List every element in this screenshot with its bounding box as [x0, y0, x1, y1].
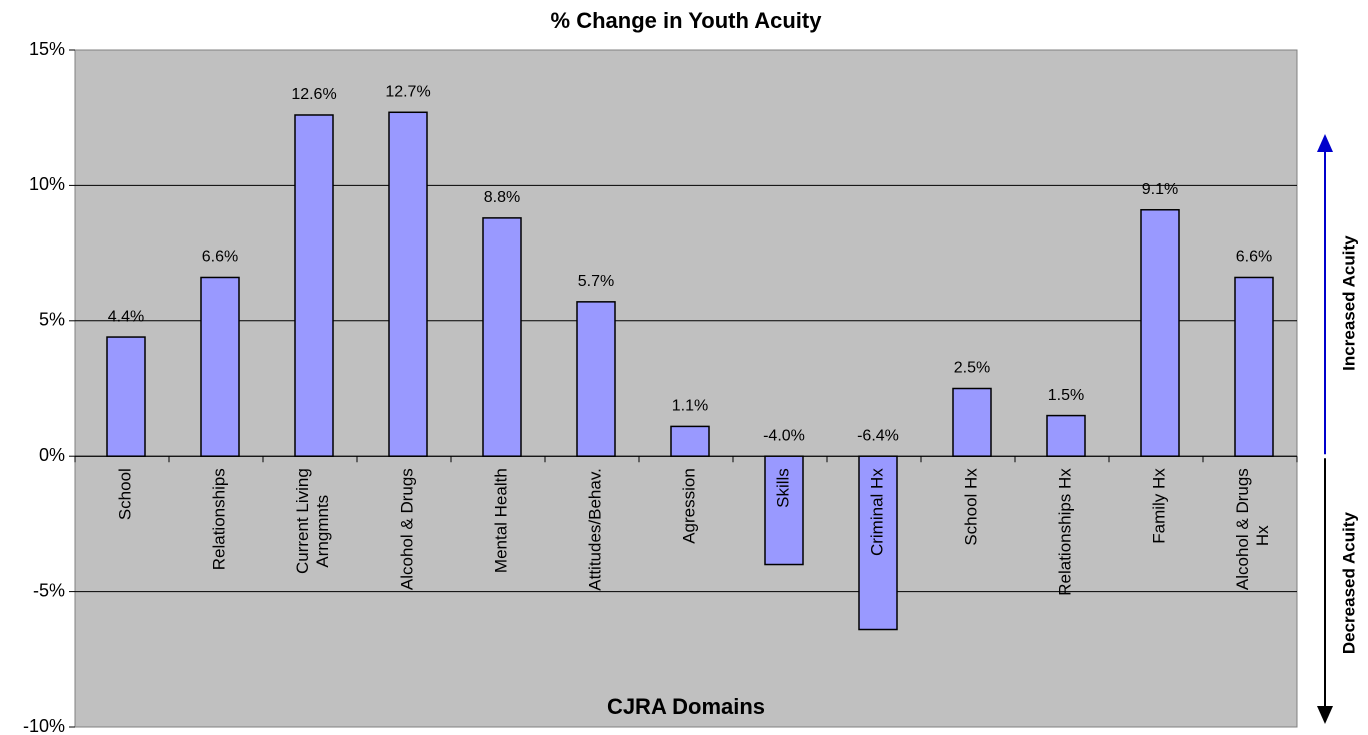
bar — [1234, 276, 1274, 457]
bar — [388, 111, 428, 457]
data-label: 6.6% — [1236, 249, 1272, 266]
chart-title: % Change in Youth Acuity — [551, 8, 823, 33]
plot-area — [74, 49, 1298, 728]
x-tick-label: Criminal Hx — [867, 468, 886, 556]
bar — [764, 455, 804, 566]
bar — [482, 217, 522, 457]
y-tick-label: 10% — [29, 174, 65, 194]
y-tick-label: -10% — [23, 716, 65, 735]
data-label: 2.5% — [954, 360, 990, 377]
bar — [952, 387, 992, 457]
data-label: 6.6% — [202, 249, 238, 266]
bar — [1140, 209, 1180, 457]
x-tick-label: School Hx — [961, 468, 980, 546]
x-tick-label: Skills — [773, 468, 792, 508]
annotation: Increased Acuity — [1339, 235, 1358, 371]
arrowhead — [1317, 134, 1333, 152]
y-tick-label: -5% — [33, 580, 65, 600]
bar — [670, 425, 710, 457]
data-label: 1.5% — [1048, 387, 1084, 404]
x-tick-label: Family Hx — [1149, 468, 1168, 544]
x-axis-title: CJRA Domains — [607, 694, 765, 719]
data-label: 9.1% — [1142, 181, 1178, 198]
x-tick-label: Relationships — [209, 468, 228, 570]
data-label: 12.6% — [291, 86, 336, 103]
x-tick-label: Relationships Hx — [1055, 468, 1074, 596]
annotation: Decreased Acuity — [1339, 512, 1358, 655]
x-tick-label: School — [115, 468, 134, 520]
data-label: 4.4% — [108, 308, 144, 325]
bar — [1046, 414, 1086, 457]
x-tick-label: Current LivingArngmnts — [293, 468, 332, 574]
y-tick-label: 15% — [29, 39, 65, 59]
arrowhead — [1317, 706, 1333, 724]
x-tick-label: Mental Health — [491, 468, 510, 573]
x-tick-label: Agression — [679, 468, 698, 544]
x-tick-label: Alcohol & DrugsHx — [1233, 468, 1272, 590]
bar — [200, 276, 240, 457]
bar — [106, 336, 146, 457]
data-label: 8.8% — [484, 189, 520, 206]
data-label: 12.7% — [385, 84, 430, 101]
data-label: 5.7% — [578, 273, 614, 290]
bar — [858, 455, 898, 631]
x-tick-label: Alcohol & Drugs — [397, 468, 416, 590]
y-tick-label: 5% — [39, 310, 65, 330]
x-tick-label: Attitudes/Behav. — [585, 468, 604, 591]
data-label: 1.1% — [672, 398, 708, 415]
data-label: -4.0% — [763, 427, 805, 444]
y-tick-label: 0% — [39, 445, 65, 465]
bar — [576, 301, 616, 457]
data-label: -6.4% — [857, 427, 899, 444]
bar — [294, 114, 334, 457]
